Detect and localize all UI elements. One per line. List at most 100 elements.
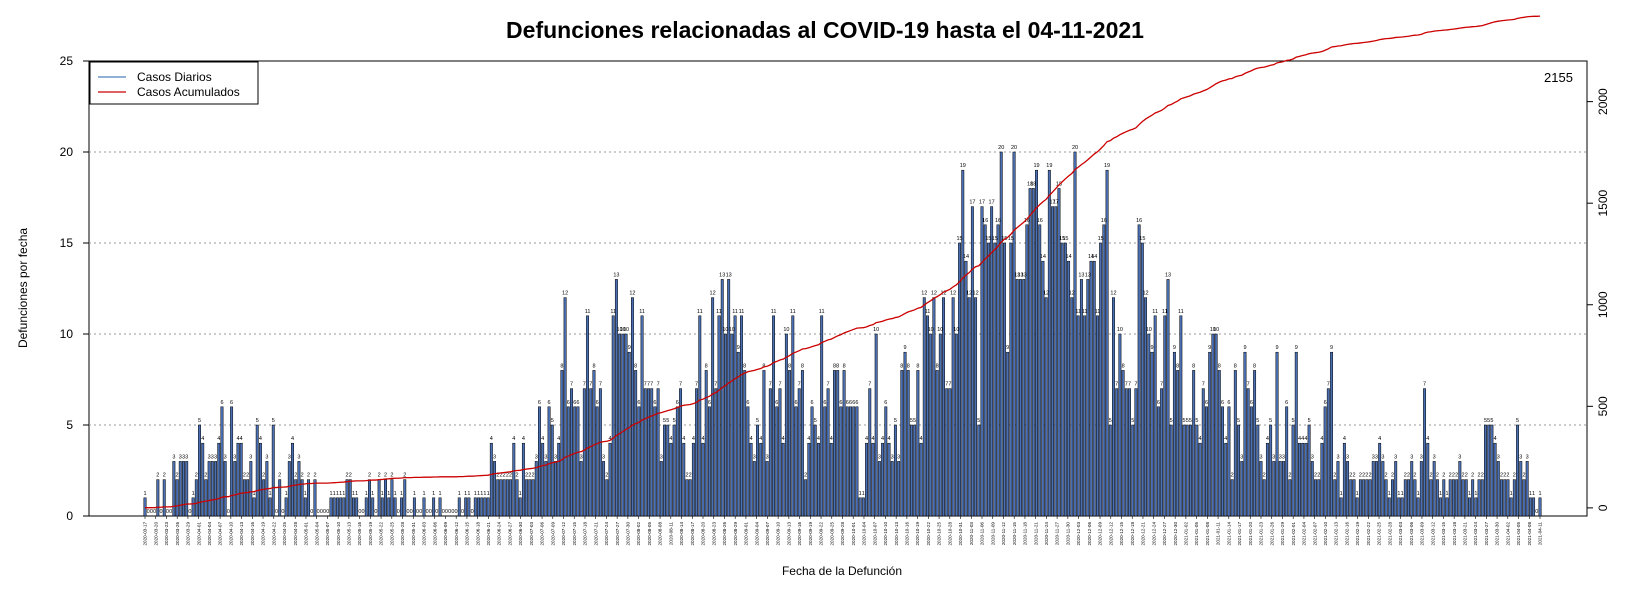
bar-value-label: 6 xyxy=(573,400,576,406)
bar-value-label: 0 xyxy=(406,509,409,515)
bar xyxy=(1288,479,1292,517)
bar-value-label: 2 xyxy=(163,473,166,479)
bar xyxy=(650,388,654,517)
bar-value-label: 5 xyxy=(1131,418,1134,424)
bar-value-label: 17 xyxy=(989,200,995,206)
bar-value-label: 2 xyxy=(1359,473,1362,479)
bar-value-label: 8 xyxy=(916,363,919,369)
bar-value-label: 9 xyxy=(1243,345,1246,351)
bar xyxy=(204,479,208,517)
bar-value-label: 6 xyxy=(1205,400,1208,406)
bar-value-label: 7 xyxy=(1125,382,1128,388)
x-tick-label: 2021-03-18 xyxy=(1452,522,1457,546)
bar-value-label: 4 xyxy=(669,436,672,442)
bar-value-label: 3 xyxy=(1336,454,1339,460)
bar-value-label: 4 xyxy=(259,436,262,442)
bar-value-label: 19 xyxy=(1046,163,1052,169)
bar-value-label: 10 xyxy=(873,327,879,333)
bar xyxy=(1387,497,1391,517)
bar-value-label: 2 xyxy=(1404,473,1407,479)
bar xyxy=(647,388,650,517)
bar xyxy=(284,497,288,517)
x-tick-label: 2020-05-25 xyxy=(389,522,394,546)
bar-value-label: 3 xyxy=(580,454,583,460)
bar xyxy=(1019,279,1022,517)
bar xyxy=(849,406,852,517)
bar-value-label: 5 xyxy=(910,418,913,424)
bar xyxy=(1419,461,1423,517)
bar-value-label: 2 xyxy=(204,473,207,479)
bar-value-label: 1 xyxy=(1417,491,1420,497)
bar xyxy=(858,497,862,517)
bar-value-label: 6 xyxy=(1324,400,1327,406)
bar xyxy=(1163,315,1167,517)
bar-value-label: 2 xyxy=(1317,473,1320,479)
bar xyxy=(473,497,477,517)
bar-value-label: 7 xyxy=(868,382,871,388)
bar xyxy=(749,442,753,517)
bar-value-label: 5 xyxy=(1487,418,1490,424)
bar xyxy=(772,315,776,517)
bar xyxy=(717,315,721,517)
bar-value-label: 0 xyxy=(169,509,172,515)
bar-value-label: 1 xyxy=(1388,491,1391,497)
x-tick-label: 2020-04-22 xyxy=(271,522,276,546)
bar-value-label: 13 xyxy=(726,272,732,278)
bar xyxy=(1512,479,1516,517)
bar xyxy=(797,388,801,517)
bar xyxy=(467,497,471,517)
bar-value-label: 8 xyxy=(592,363,595,369)
bar-value-label: 6 xyxy=(567,400,570,406)
bar-value-label: 4 xyxy=(1320,436,1323,442)
bar xyxy=(685,479,689,517)
bar xyxy=(1304,442,1308,517)
bar xyxy=(1169,424,1173,517)
bar xyxy=(967,297,971,517)
x-tick-label: 2020-12-06 xyxy=(1087,522,1092,546)
y-tick-label: 5 xyxy=(66,418,73,432)
bar xyxy=(1060,242,1064,517)
bar-value-label: 4 xyxy=(608,436,611,442)
bar-value-label: 4 xyxy=(865,436,868,442)
bar-value-label: 1 xyxy=(480,491,483,497)
x-tick-label: 2021-03-27 xyxy=(1484,522,1489,546)
bar xyxy=(1031,188,1035,517)
bar xyxy=(1015,279,1019,517)
bar-value-label: 6 xyxy=(775,400,778,406)
x-tick-label: 2020-04-13 xyxy=(239,522,244,546)
bar-value-label: 15 xyxy=(992,236,998,242)
bar xyxy=(1468,497,1471,517)
bar xyxy=(974,297,978,517)
x-tick-label: 2020-04-19 xyxy=(261,522,266,546)
bar-value-label: 1 xyxy=(400,491,403,497)
x-tick-label: 2021-03-03 xyxy=(1398,522,1403,546)
bar xyxy=(541,442,545,517)
x-tick-label: 2020-07-09 xyxy=(550,522,555,546)
bar-value-label: 3 xyxy=(1420,454,1423,460)
bar-value-label: 13 xyxy=(1017,272,1023,278)
bar-value-label: 2 xyxy=(278,473,281,479)
bar-value-label: 11 xyxy=(639,309,645,315)
bar-value-label: 6 xyxy=(884,400,887,406)
bar xyxy=(1131,424,1135,517)
bar xyxy=(1522,479,1526,517)
bar xyxy=(682,442,686,517)
bar-value-label: 16 xyxy=(1101,218,1107,224)
bar-value-label: 0 xyxy=(320,509,323,515)
bar xyxy=(1339,497,1343,517)
bar xyxy=(217,442,221,517)
bar-value-label: 6 xyxy=(637,400,640,406)
bar xyxy=(653,406,657,517)
bar-value-label: 3 xyxy=(185,454,188,460)
x-tick-label: 2020-06-15 xyxy=(465,522,470,546)
bar xyxy=(874,333,878,517)
bar xyxy=(1384,479,1388,517)
bar xyxy=(1426,442,1430,517)
bar-value-label: 0 xyxy=(416,509,419,515)
bar xyxy=(1326,388,1330,517)
bar xyxy=(926,315,929,517)
bar xyxy=(948,388,952,517)
bar xyxy=(643,388,647,517)
bar xyxy=(1140,242,1144,517)
